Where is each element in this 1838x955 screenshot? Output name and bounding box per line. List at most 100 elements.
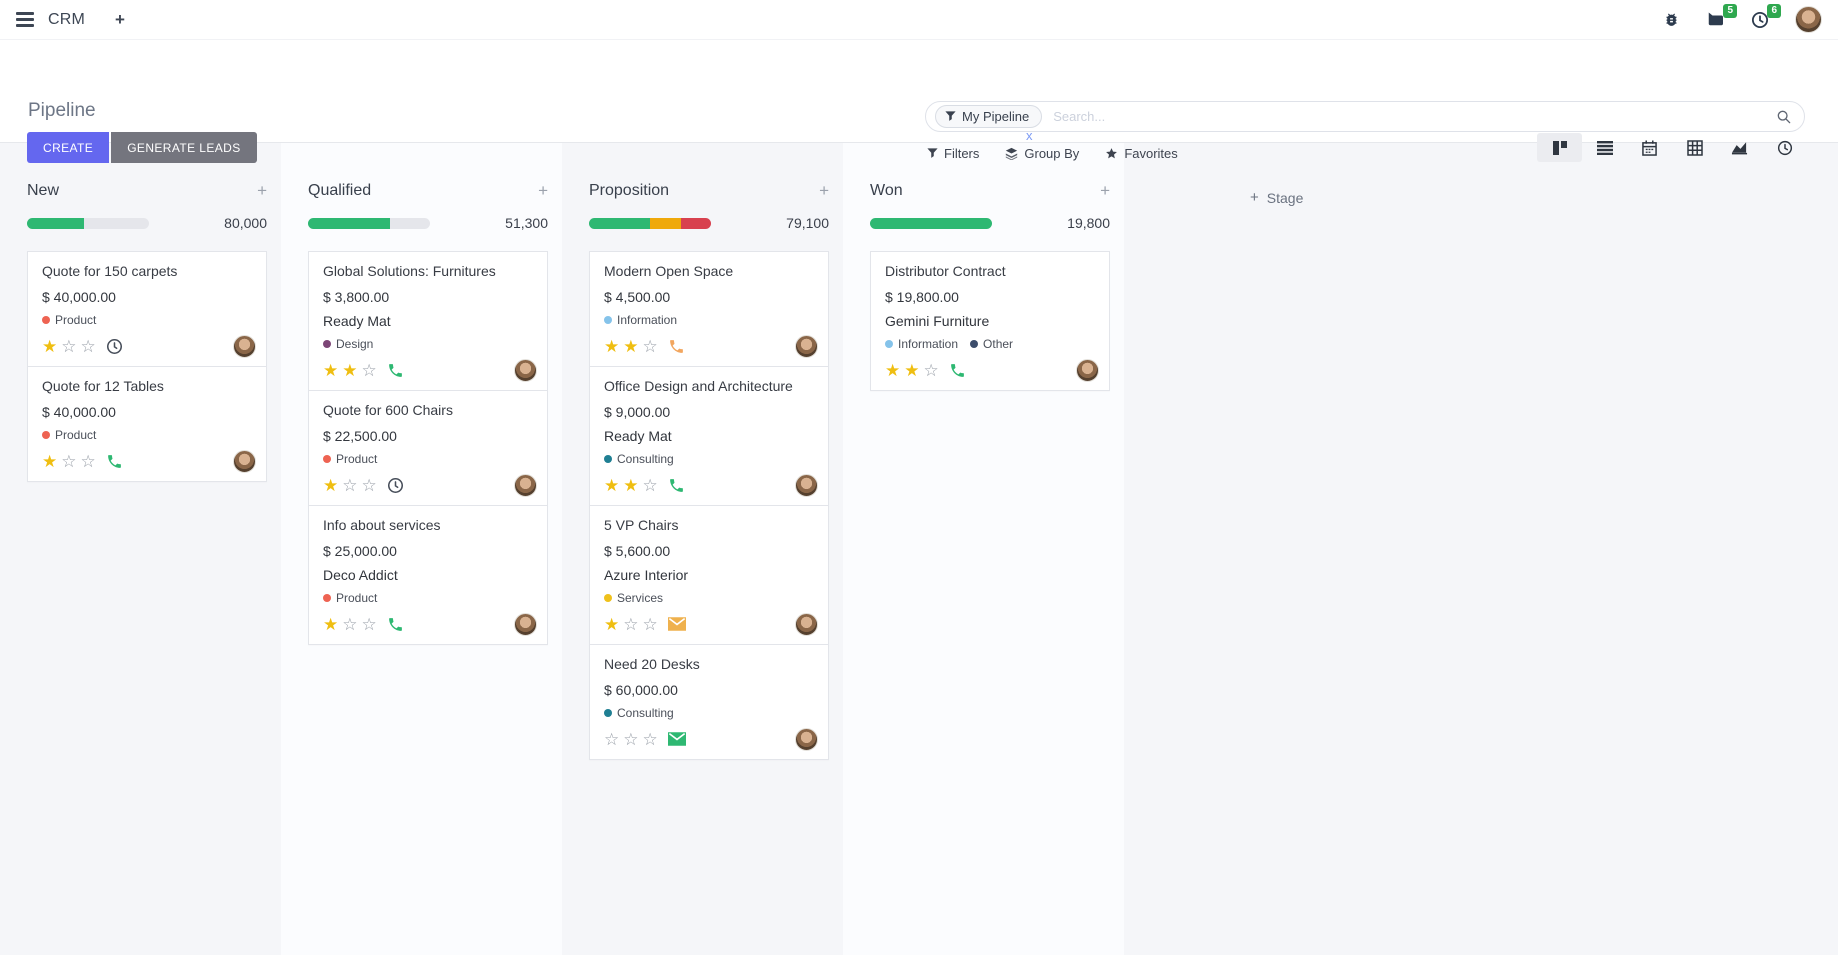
add-tab-icon[interactable]: + [115,9,125,29]
app-title[interactable]: CRM [48,10,86,28]
view-calendar-button[interactable] [1627,133,1672,162]
card-activity[interactable] [667,732,686,746]
search-facet-my-pipeline[interactable]: My Pipeline [935,105,1043,128]
priority-star-icon[interactable]: ☆ [361,475,377,495]
column-progressbar[interactable] [589,217,711,229]
search-bar[interactable]: My Pipeline [925,101,1805,132]
progress-segment[interactable] [589,217,650,229]
card-activity[interactable] [949,362,966,379]
filters-button[interactable]: Filters [927,146,979,161]
view-kanban-button[interactable] [1537,133,1582,162]
priority-star-icon[interactable]: ☆ [80,451,96,471]
salesperson-avatar[interactable] [514,358,537,382]
view-pivot-button[interactable] [1672,133,1717,162]
search-input[interactable] [1051,108,1776,125]
kanban-card[interactable]: Quote for 12 Tables $ 40,000.00 Product … [27,366,267,482]
priority-star-icon[interactable]: ★ [604,614,620,634]
add-stage-button[interactable]: + Stage [1250,189,1838,206]
column-add-icon[interactable]: + [1100,181,1110,200]
priority-star-icon[interactable]: ★ [904,360,920,380]
progress-segment[interactable] [680,217,711,229]
messages-icon[interactable]: 5 [1706,3,1737,29]
card-activity[interactable] [668,338,685,355]
card-activity[interactable] [106,453,123,470]
priority-star-icon[interactable]: ★ [604,336,620,356]
priority-star-icon[interactable]: ☆ [623,614,639,634]
view-activity-button[interactable] [1762,133,1807,162]
priority-star-icon[interactable]: ☆ [61,451,77,471]
progress-segment[interactable] [308,217,390,229]
kanban-card[interactable]: Quote for 600 Chairs $ 22,500.00 Product… [308,390,548,506]
kanban-card[interactable]: Global Solutions: Furnitures $ 3,800.00 … [308,251,548,391]
column-header[interactable]: Proposition + [589,181,829,201]
progress-segment[interactable] [870,217,992,229]
salesperson-avatar[interactable] [233,334,256,358]
salesperson-avatar[interactable] [1076,358,1099,382]
favorites-button[interactable]: Favorites [1105,146,1178,161]
priority-star-icon[interactable]: ★ [42,336,58,356]
priority-star-icon[interactable]: ☆ [342,614,358,634]
card-activity[interactable] [668,477,685,494]
priority-star-icon[interactable]: ★ [623,336,639,356]
priority-star-icon[interactable]: ☆ [642,614,658,634]
generate-leads-button[interactable]: GENERATE LEADS [111,132,257,163]
kanban-card[interactable]: Quote for 150 carpets $ 40,000.00 Produc… [27,251,267,367]
activities-clock-icon[interactable]: 6 [1751,3,1781,29]
column-header[interactable]: New + [27,181,267,201]
salesperson-avatar[interactable] [514,612,537,636]
kanban-card[interactable]: Modern Open Space $ 4,500.00 Information… [589,251,829,367]
priority-star-icon[interactable]: ☆ [623,729,639,749]
progress-segment[interactable] [650,217,681,229]
column-add-icon[interactable]: + [538,181,548,200]
kanban-card[interactable]: Need 20 Desks $ 60,000.00 Consulting ☆ ☆ ☆ [589,644,829,760]
column-progressbar[interactable] [870,217,992,229]
card-activity[interactable] [387,362,404,379]
view-list-button[interactable] [1582,133,1627,162]
user-avatar[interactable] [1795,6,1822,33]
kanban-card[interactable]: Office Design and Architecture $ 9,000.0… [589,366,829,506]
column-add-icon[interactable]: + [819,181,829,200]
column-header[interactable]: Won + [870,181,1110,201]
salesperson-avatar[interactable] [233,449,256,473]
salesperson-avatar[interactable] [795,473,818,497]
priority-star-icon[interactable]: ★ [323,360,339,380]
menu-icon[interactable] [16,12,34,27]
view-graph-button[interactable] [1717,133,1762,162]
group-by-button[interactable]: Group By [1005,146,1079,161]
column-header[interactable]: Qualified + [308,181,548,201]
priority-star-icon[interactable]: ☆ [61,336,77,356]
priority-star-icon[interactable]: ★ [323,475,339,495]
priority-star-icon[interactable]: ☆ [642,336,658,356]
facet-remove-icon[interactable]: x [1026,128,1033,143]
priority-star-icon[interactable]: ★ [342,360,358,380]
priority-star-icon[interactable]: ☆ [642,475,658,495]
priority-star-icon[interactable]: ★ [623,475,639,495]
progress-segment[interactable] [27,217,85,229]
priority-star-icon[interactable]: ★ [604,475,620,495]
debug-bug-icon[interactable] [1663,11,1680,28]
priority-star-icon[interactable]: ★ [42,451,58,471]
kanban-card[interactable]: Distributor Contract $ 19,800.00 Gemini … [870,251,1110,391]
create-button[interactable]: CREATE [27,132,110,163]
kanban-card[interactable]: 5 VP Chairs $ 5,600.00 Azure Interior Se… [589,505,829,645]
search-icon[interactable] [1776,109,1792,125]
column-progressbar[interactable] [27,217,149,229]
salesperson-avatar[interactable] [795,727,818,751]
priority-star-icon[interactable]: ☆ [923,360,939,380]
priority-star-icon[interactable]: ☆ [342,475,358,495]
card-activity[interactable] [387,477,404,494]
card-activity[interactable] [667,617,686,631]
priority-star-icon[interactable]: ★ [323,614,339,634]
card-activity[interactable] [387,616,404,633]
priority-star-icon[interactable]: ☆ [361,614,377,634]
priority-star-icon[interactable]: ☆ [80,336,96,356]
kanban-card[interactable]: Info about services $ 25,000.00 Deco Add… [308,505,548,645]
priority-star-icon[interactable]: ☆ [361,360,377,380]
priority-star-icon[interactable]: ☆ [642,729,658,749]
salesperson-avatar[interactable] [795,612,818,636]
priority-star-icon[interactable]: ★ [885,360,901,380]
priority-star-icon[interactable]: ☆ [604,729,620,749]
column-add-icon[interactable]: + [257,181,267,200]
card-activity[interactable] [106,338,123,355]
column-progressbar[interactable] [308,217,430,229]
